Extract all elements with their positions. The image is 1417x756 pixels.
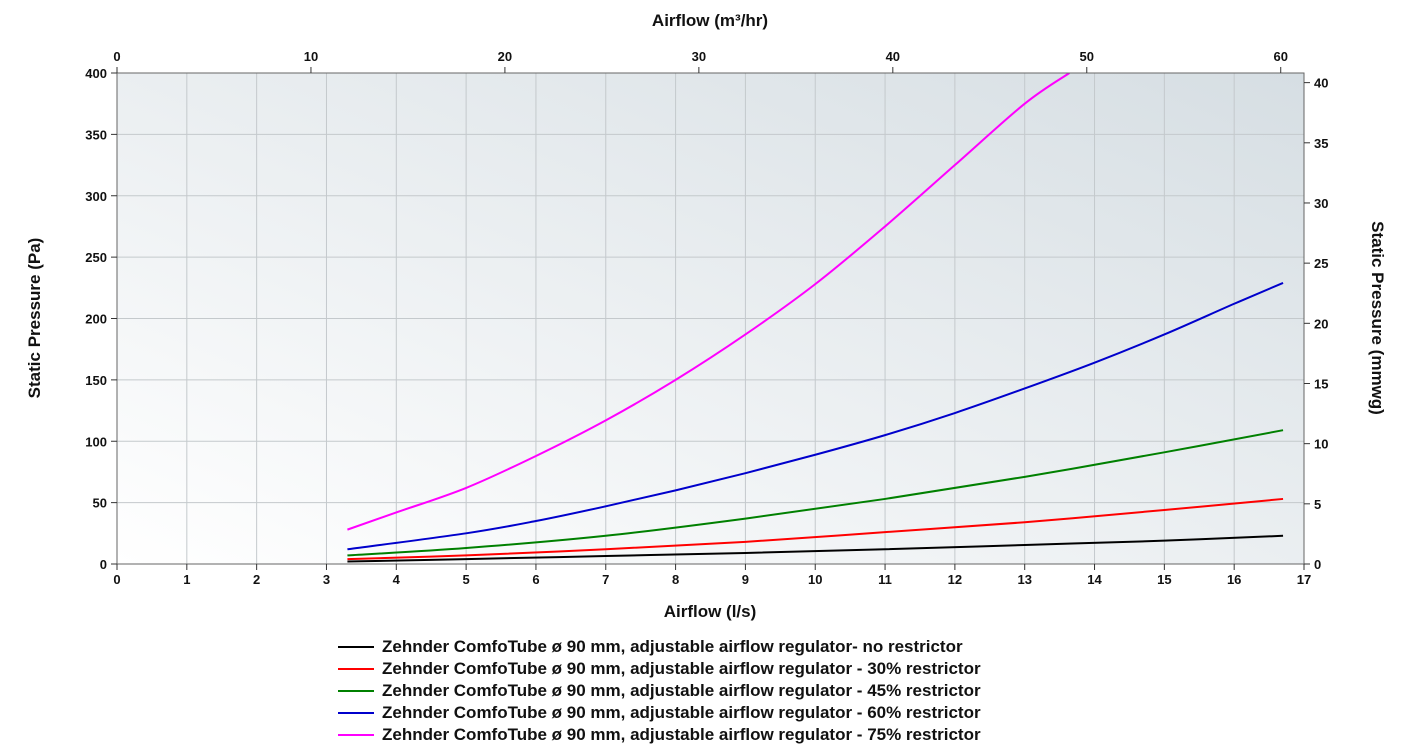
series-line-5 [347,73,1070,531]
x2-tick-label: 30 [692,49,706,64]
x-tick-label: 8 [672,572,679,587]
y-tick-label: 150 [85,373,107,388]
legend-item: Zehnder ComfoTube ø 90 mm, adjustable ai… [338,680,981,702]
x2-tick-label: 50 [1080,49,1094,64]
y2-tick-label: 35 [1314,136,1328,151]
y2-tick-label: 30 [1314,196,1328,211]
x-tick-label: 1 [183,572,190,587]
y-tick-label: 200 [85,312,107,327]
legend-swatch [338,690,374,692]
legend-label: Zehnder ComfoTube ø 90 mm, adjustable ai… [382,725,981,744]
legend-label: Zehnder ComfoTube ø 90 mm, adjustable ai… [382,681,981,700]
x2-tick-label: 40 [886,49,900,64]
y2-axis-title: Static Pressure (mmwg) [1368,221,1387,415]
x-axis-title: Airflow (l/s) [664,602,757,621]
y-tick-label: 0 [100,557,107,572]
x2-tick-label: 60 [1273,49,1287,64]
series-line-2 [347,497,1284,561]
x2-axis-title: Airflow (m³/hr) [652,11,768,30]
y2-tick-label: 25 [1314,256,1328,271]
y-tick-label: 300 [85,189,107,204]
x-tick-label: 10 [808,572,822,587]
axes: 0 1 2 3 4 5 6 7 8 9 10 11 12 13 14 15 16 1705010015020025… [85,49,1328,587]
legend: Zehnder ComfoTube ø 90 mm, adjustable ai… [338,636,981,746]
x-tick-label: 5 [463,572,470,587]
x-tick-label: 16 [1227,572,1241,587]
x-tick-label: 13 [1017,572,1031,587]
legend-label: Zehnder ComfoTube ø 90 mm, adjustable ai… [382,703,981,722]
x-tick-label: 7 [602,572,609,587]
x-tick-label: 0 [113,572,120,587]
y2-tick-label: 0 [1314,557,1321,572]
legend-item: Zehnder ComfoTube ø 90 mm, adjustable ai… [338,724,981,746]
y-tick-label: 250 [85,250,107,265]
legend-item: Zehnder ComfoTube ø 90 mm, adjustable ai… [338,658,981,680]
legend-swatch [338,646,374,648]
y2-tick-label: 5 [1314,497,1321,512]
x-tick-label: 14 [1087,572,1102,587]
legend-label: Zehnder ComfoTube ø 90 mm, adjustable ai… [382,659,981,678]
y-axis-title: Static Pressure (Pa) [25,238,44,399]
y2-tick-label: 15 [1314,376,1328,391]
x-tick-label: 3 [323,572,330,587]
y-tick-label: 100 [85,434,107,449]
x-tick-label: 15 [1157,572,1171,587]
y2-tick-label: 10 [1314,437,1328,452]
airflow-pressure-chart: 0 1 2 3 4 5 6 7 8 9 10 11 12 13 14 15 16 1705010015020025… [25,11,1387,621]
series-layer [347,73,1284,563]
grid-lines [117,73,1304,564]
x-tick-label: 9 [742,572,749,587]
y2-tick-label: 40 [1314,76,1328,91]
x-tick-label: 17 [1297,572,1311,587]
x2-tick-label: 0 [113,49,120,64]
legend-item: Zehnder ComfoTube ø 90 mm, adjustable ai… [338,636,981,658]
x-tick-label: 12 [948,572,962,587]
y-tick-label: 350 [85,127,107,142]
legend-label: Zehnder ComfoTube ø 90 mm, adjustable ai… [382,637,963,656]
x2-tick-label: 20 [498,49,512,64]
y-tick-label: 400 [85,66,107,81]
x-tick-label: 11 [878,572,892,587]
legend-item: Zehnder ComfoTube ø 90 mm, adjustable ai… [338,702,981,724]
series-line-1 [347,534,1284,563]
legend-swatch [338,734,374,736]
x-tick-label: 6 [532,572,539,587]
y2-tick-label: 20 [1314,316,1328,331]
y-tick-label: 50 [93,496,107,511]
x-tick-label: 2 [253,572,260,587]
series-line-3 [347,429,1284,557]
series-line-4 [347,281,1284,551]
x2-tick-label: 10 [304,49,318,64]
x-tick-label: 4 [393,572,401,587]
legend-swatch [338,712,374,714]
legend-swatch [338,668,374,670]
